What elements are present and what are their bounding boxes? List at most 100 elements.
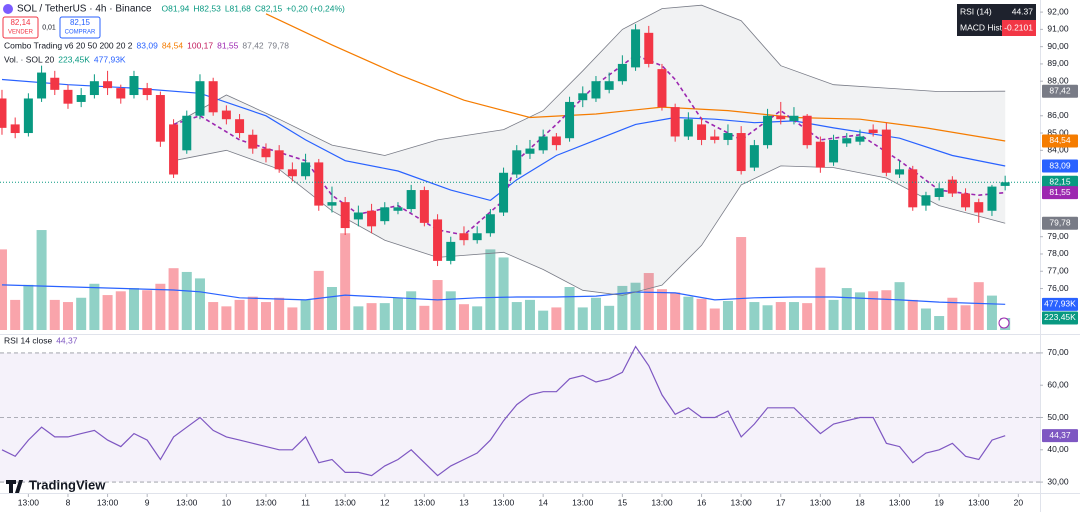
volume-bar [287, 307, 298, 330]
volume-bar [656, 289, 667, 330]
macd-cell [1002, 20, 1036, 36]
axes: 92,00 91,00 90,00 89,00 88,00 86,00 85,00 84,00… [18, 6, 1078, 507]
price-tag [1042, 216, 1078, 230]
volume-bar [89, 283, 100, 330]
candle-body [37, 72, 47, 99]
candle-body [591, 81, 601, 99]
volume-bar [260, 302, 271, 330]
volume-bar [0, 249, 7, 330]
volume-bar [155, 283, 166, 330]
x-tick-label: 13:00 [493, 497, 515, 507]
y-tick-label: 76,00 [1047, 283, 1069, 293]
x-tick-label: 13:00 [731, 497, 753, 507]
volume-bar [511, 302, 522, 330]
volume-bar [458, 304, 469, 330]
volume-bar [36, 230, 47, 330]
volume-bar [828, 299, 839, 330]
candle-body [987, 186, 997, 211]
candle-body [10, 124, 20, 134]
x-tick-label: 13:00 [968, 497, 990, 507]
candle-body [710, 136, 720, 140]
y-tick-label: 50,00 [1047, 412, 1069, 422]
y-tick-label: 92,00 [1047, 6, 1069, 16]
volume-bar [604, 305, 615, 330]
candle-body [723, 133, 733, 140]
price-tag [1042, 297, 1078, 311]
x-tick-label: 8 [66, 497, 71, 507]
y-tick-label: 79,00 [1047, 231, 1069, 241]
alert-icon[interactable] [998, 317, 1010, 329]
volume-bar [538, 310, 549, 330]
x-tick-label: 19 [934, 497, 944, 507]
volume-bar [854, 292, 865, 330]
candle-body [287, 169, 297, 177]
volume-bar [128, 288, 139, 330]
volume-bar [445, 291, 456, 330]
volume-bar [630, 282, 641, 330]
buy-button[interactable] [59, 16, 101, 39]
candle-body [327, 202, 337, 206]
candle-body [842, 138, 852, 144]
candle-body [169, 124, 179, 175]
rsi-pane [0, 345, 1040, 483]
volume-bar [181, 271, 192, 330]
symbol-icon [3, 4, 13, 14]
volume-bar [696, 298, 707, 330]
indicator-value: 84,54 [162, 40, 184, 50]
volume-bar [234, 299, 245, 330]
price-tag-label: 82,15 [1049, 177, 1071, 187]
volume-bar [300, 299, 311, 330]
price-tag-label: 223,45K [1044, 312, 1076, 322]
candle-body [353, 212, 363, 220]
y-tick-label: 30,00 [1047, 476, 1069, 486]
x-tick-label: 17 [776, 497, 786, 507]
candle-body [749, 145, 759, 168]
volume-bar [168, 268, 179, 330]
volume-bar [551, 307, 562, 330]
band-fill [173, 5, 1006, 296]
candle-body [248, 134, 258, 149]
candle-body [551, 136, 561, 146]
candle-body [76, 95, 86, 102]
x-tick-label: 13:00 [255, 497, 277, 507]
price-tag-label: 87,42 [1049, 85, 1071, 95]
candle-body [855, 136, 865, 142]
volume-bar [115, 291, 126, 330]
y-tick-label: 86,00 [1047, 110, 1069, 120]
volume-bar [973, 282, 984, 330]
volume-bar [524, 299, 535, 330]
sell-button[interactable] [2, 16, 39, 39]
volume-bar [340, 233, 351, 330]
volume-bar [590, 297, 601, 330]
volume-bar [485, 249, 496, 330]
candle-body [116, 88, 126, 99]
volume-bar [947, 297, 958, 330]
price-tag [1042, 311, 1078, 325]
candle-body [459, 233, 469, 241]
candle-body [644, 32, 654, 64]
price-tag [1042, 134, 1078, 148]
overlay-line [265, 13, 1006, 142]
candle-body [617, 63, 627, 82]
candle-body [274, 150, 284, 170]
candle-body [485, 214, 495, 234]
candle-body [697, 124, 707, 140]
candle-body [208, 81, 218, 113]
volume-bar [221, 306, 232, 330]
volume-bar [366, 303, 377, 330]
indicator-value: 87,42 [242, 40, 264, 50]
sell-label: VENDER [8, 30, 34, 36]
volume-bar [379, 303, 390, 330]
x-tick-label: 13:00 [335, 497, 357, 507]
candle-body [947, 179, 957, 194]
candle-body [406, 190, 416, 210]
x-tick-label: 10 [222, 497, 232, 507]
candle-body [367, 210, 377, 227]
volume-bar [643, 273, 654, 330]
volume-bar [881, 290, 892, 330]
volume-bar [406, 291, 417, 330]
volume-value: 223,45K [58, 54, 90, 64]
